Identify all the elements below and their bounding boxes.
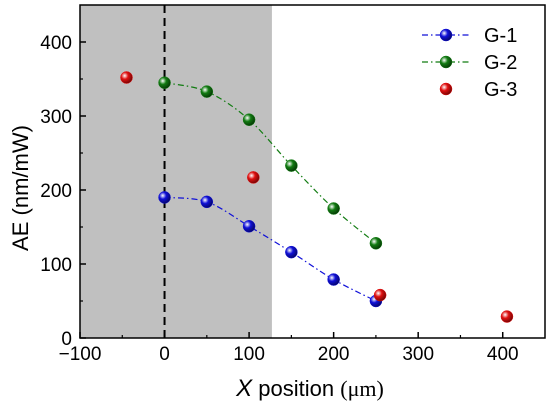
legend-marker-g-1 bbox=[439, 28, 453, 42]
data-point-g-2 bbox=[327, 202, 340, 215]
series-lines bbox=[164, 82, 377, 302]
data-point-g-1 bbox=[200, 195, 214, 209]
legend: G-1 G-2 G-3 bbox=[422, 25, 517, 101]
x-tick-label: 0 bbox=[159, 344, 170, 365]
plot-frame bbox=[79, 4, 546, 339]
data-point-g-1 bbox=[242, 220, 256, 233]
data-point-g-1 bbox=[158, 191, 171, 204]
data-point-g-2 bbox=[285, 159, 298, 172]
y-axis-label: AE (nm/mW) bbox=[8, 125, 33, 251]
x-tick-label: 100 bbox=[233, 344, 265, 365]
x-axis: −100 0 100 200 300 400 bbox=[59, 332, 519, 365]
data-point-g-2 bbox=[369, 237, 383, 250]
legend-label-g-1: G-1 bbox=[484, 25, 517, 47]
x-tick-label: 200 bbox=[318, 344, 350, 365]
x-axis-label: X position (μm) bbox=[235, 375, 384, 402]
y-tick-label: 200 bbox=[40, 181, 72, 202]
y-tick-label: 400 bbox=[40, 33, 72, 54]
x-tick-label: 300 bbox=[402, 344, 434, 365]
legend-marker-g-2 bbox=[439, 55, 453, 69]
data-point-g-3 bbox=[247, 171, 260, 184]
y-axis: 0 100 200 300 400 bbox=[40, 33, 86, 350]
x-axis-label-variable: X bbox=[235, 375, 253, 402]
x-tick-label: 400 bbox=[487, 344, 519, 365]
data-point-g-1 bbox=[327, 273, 340, 286]
data-point-g-1 bbox=[285, 245, 298, 259]
data-point-g-3 bbox=[120, 71, 133, 84]
y-tick-label: 300 bbox=[40, 107, 72, 128]
x-tick-label: −100 bbox=[59, 344, 102, 365]
legend-label-g-2: G-2 bbox=[484, 52, 517, 74]
shaded-region bbox=[80, 5, 272, 338]
series-line-g-2 bbox=[164, 82, 377, 244]
data-point-g-3 bbox=[500, 310, 514, 323]
data-points bbox=[120, 71, 514, 323]
legend-marker-g-3 bbox=[439, 82, 453, 96]
x-axis-label-text: position bbox=[252, 376, 340, 401]
data-point-g-2 bbox=[158, 76, 171, 89]
y-tick-label: 0 bbox=[61, 329, 72, 350]
data-point-g-2 bbox=[242, 113, 256, 126]
data-point-g-3 bbox=[373, 288, 387, 302]
legend-label-g-3: G-3 bbox=[484, 79, 517, 101]
x-axis-label-unit: (μm) bbox=[340, 376, 384, 401]
y-tick-label: 100 bbox=[40, 255, 72, 276]
data-point-g-2 bbox=[200, 85, 214, 98]
